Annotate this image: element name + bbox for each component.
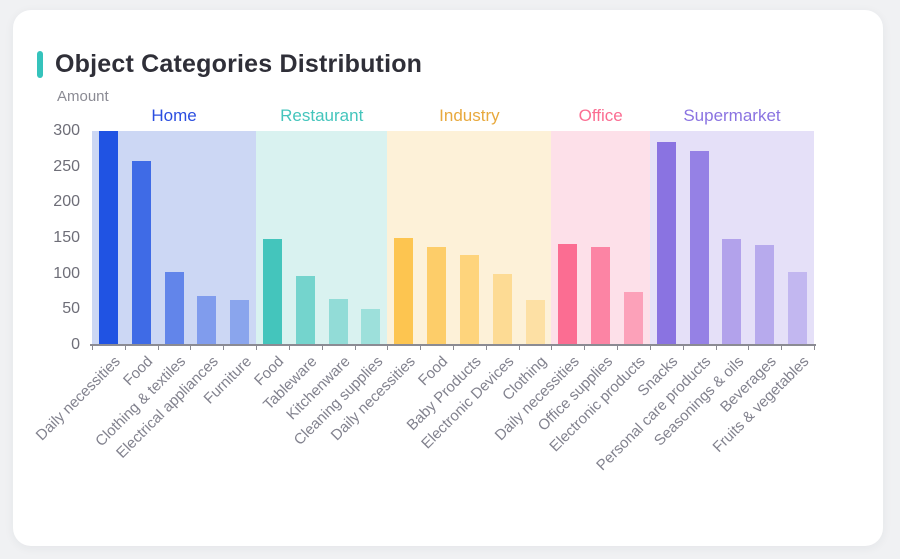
bar-home-electrical-appliances [197, 296, 217, 345]
bar-office-office-supplies [591, 246, 611, 345]
x-axis-tick [682, 345, 684, 350]
bar-restaurant-kitchenware [328, 298, 348, 345]
group-label-supermarket: Supermarket [683, 106, 781, 125]
x-axis-tick [420, 345, 422, 350]
x-axis-tick [92, 345, 93, 350]
bar-industry-electronic-devices [492, 274, 512, 345]
x-axis-tick [354, 345, 356, 350]
bar-industry-daily-necessities [394, 238, 414, 345]
x-axis-tick [781, 345, 783, 350]
bar-supermarket-seasonings-oils [722, 239, 742, 345]
bar-supermarket-fruits-vegetables [788, 272, 808, 345]
bar-industry-clothing [525, 300, 545, 345]
y-tick-label: 150 [53, 229, 80, 246]
x-axis-tick [715, 345, 717, 350]
x-axis-tick [124, 345, 126, 350]
bar-restaurant-tableware [295, 275, 315, 345]
bar-restaurant-food [263, 239, 282, 345]
bar-supermarket-personal-care-products [689, 150, 709, 345]
y-tick-label: 300 [53, 122, 80, 139]
x-axis-tick [321, 345, 323, 350]
bar-home-food [131, 160, 151, 345]
x-axis-tick [551, 345, 553, 350]
x-axis-tick [584, 345, 586, 350]
y-tick-label: 100 [53, 264, 80, 282]
bar-restaurant-cleaning-supplies [361, 308, 381, 345]
page-title: Object Categories Distribution [55, 50, 423, 78]
bar-industry-baby-products [459, 255, 479, 345]
title-row: Object Categories Distribution [37, 50, 422, 79]
x-axis-tick [223, 345, 225, 350]
x-axis-tick [190, 345, 192, 350]
x-axis-tick [518, 345, 520, 350]
bar-home-furniture [230, 300, 250, 345]
y-tick-label: 200 [53, 193, 80, 211]
title-accent-bar [37, 51, 43, 78]
bar-supermarket-snacks [656, 141, 676, 345]
group-label-home: Home [151, 106, 197, 125]
bar-office-electronic-products [624, 291, 644, 345]
y-axis-title: Amount [57, 88, 109, 105]
y-tick-label: 250 [53, 157, 80, 175]
x-axis-tick [748, 345, 750, 350]
group-label-office: Office [578, 106, 623, 125]
x-axis-tick [256, 345, 258, 350]
x-axis-tick [485, 345, 487, 350]
bar-home-clothing-textiles [164, 272, 184, 345]
bar-industry-food [427, 246, 447, 345]
x-axis-tick [649, 345, 651, 350]
group-label-industry: Industry [439, 106, 500, 125]
y-tick-label: 0 [71, 336, 80, 353]
x-axis-tick [288, 345, 290, 350]
x-axis-tick [453, 345, 455, 350]
group-label-restaurant: Restaurant [280, 106, 364, 125]
bar-supermarket-beverages [755, 245, 775, 345]
x-axis-tick [157, 345, 159, 350]
bar-home-daily-necessities [98, 131, 118, 345]
x-axis-tick [387, 345, 389, 350]
x-axis-tick [814, 345, 816, 350]
x-axis-line [90, 344, 817, 346]
bar-office-daily-necessities [558, 243, 578, 345]
y-tick-label: 50 [62, 300, 80, 318]
x-axis-tick [617, 345, 619, 350]
